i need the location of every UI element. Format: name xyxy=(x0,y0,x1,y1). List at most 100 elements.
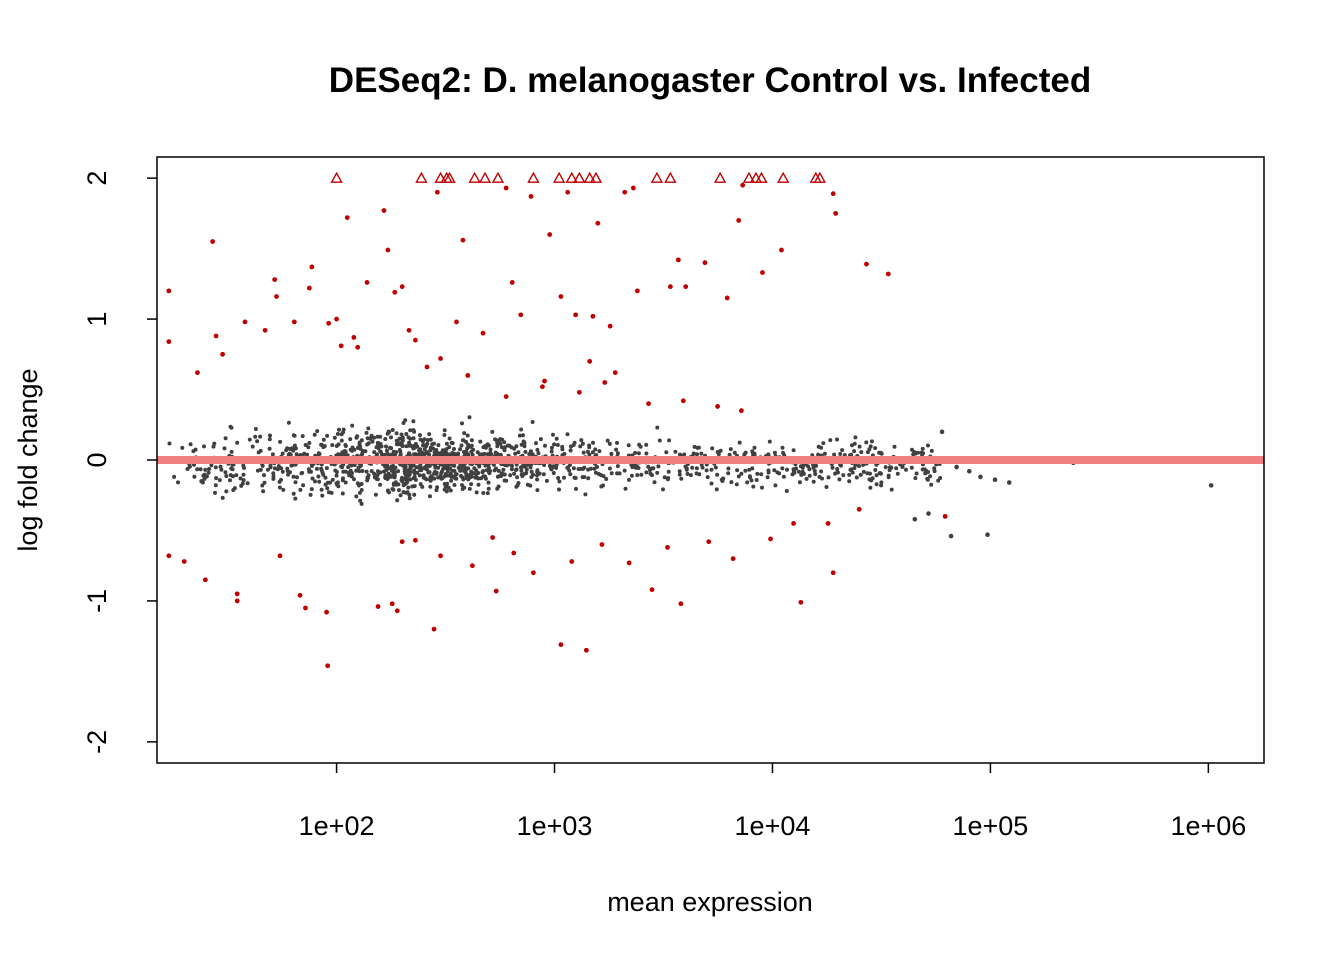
significant-point xyxy=(626,560,632,566)
significant-point xyxy=(438,553,443,559)
significant-point xyxy=(490,535,496,540)
significant-point xyxy=(768,536,773,542)
y-tick-label: 0 xyxy=(82,452,112,467)
nonsignificant-point xyxy=(912,516,918,522)
significant-point xyxy=(715,404,720,409)
significant-point xyxy=(399,284,405,290)
significant-point xyxy=(274,294,279,299)
significant-point xyxy=(291,319,297,325)
capped-significant-triangle xyxy=(813,171,827,183)
significant-point xyxy=(760,270,765,275)
significant-point xyxy=(375,604,381,609)
capped-significant-triangle xyxy=(589,171,603,183)
significant-point xyxy=(798,599,804,605)
significant-point xyxy=(565,189,571,195)
significant-point xyxy=(590,313,596,319)
significant-point xyxy=(399,539,405,545)
capped-significant-triangle xyxy=(415,171,428,183)
x-tick-label: 1e+03 xyxy=(517,811,593,841)
x-tick-label: 1e+05 xyxy=(952,811,1028,841)
significant-point xyxy=(181,559,187,564)
capped-significant-triangle xyxy=(468,171,481,183)
significant-point xyxy=(509,280,515,285)
nonsignificant-point xyxy=(978,474,983,480)
y-tick-label: 1 xyxy=(82,312,112,327)
y-axis-label: log fold change xyxy=(13,368,43,551)
capped-significant-triangle xyxy=(330,171,343,183)
significant-point xyxy=(277,553,283,559)
significant-point xyxy=(389,601,395,607)
significant-point xyxy=(385,247,391,253)
significant-point xyxy=(303,605,308,611)
significant-point xyxy=(213,333,219,339)
capped-significant-triangle xyxy=(650,171,664,183)
nonsignificant-point xyxy=(966,468,972,474)
capped-significant-triangle xyxy=(491,171,505,183)
x-tick-label: 1e+06 xyxy=(1170,811,1246,841)
significant-point xyxy=(338,343,344,349)
significant-point xyxy=(493,588,499,594)
significant-point xyxy=(540,384,545,390)
significant-point xyxy=(864,261,869,267)
significant-point xyxy=(702,260,708,266)
capped-significant-triangle xyxy=(713,171,727,183)
significant-point xyxy=(465,373,471,378)
significant-point xyxy=(791,521,796,526)
significant-point xyxy=(830,191,836,197)
chart-title: DESeq2: D. melanogaster Control vs. Infe… xyxy=(329,61,1091,100)
significant-point xyxy=(738,408,744,414)
significant-point xyxy=(413,337,418,343)
significant-point xyxy=(394,608,400,614)
significant-point xyxy=(569,559,575,564)
significant-point xyxy=(262,327,268,333)
significant-point xyxy=(587,358,593,364)
significant-point xyxy=(634,288,640,294)
significant-point xyxy=(454,319,459,325)
significant-point xyxy=(202,577,208,583)
significant-point xyxy=(470,563,475,569)
significant-point xyxy=(324,609,329,615)
significant-point xyxy=(665,544,670,550)
significant-point xyxy=(599,542,605,547)
significant-point xyxy=(547,232,553,237)
capped-significant-triangle xyxy=(552,171,566,183)
nonsignificant-point xyxy=(1208,483,1214,488)
significant-point xyxy=(381,208,387,213)
significant-point xyxy=(234,598,240,604)
significant-point xyxy=(607,323,613,329)
nonsignificant-point xyxy=(992,477,998,483)
points-layer xyxy=(167,415,1214,539)
capped-significant-triangle xyxy=(573,171,586,183)
significant-point xyxy=(392,289,398,295)
significant-point xyxy=(326,320,332,326)
nonsignificant-point xyxy=(954,464,959,470)
significant-point xyxy=(434,189,440,195)
significant-point xyxy=(675,257,681,263)
significant-point xyxy=(272,277,278,283)
x-tick-label: 1e+02 xyxy=(299,811,375,841)
significant-point xyxy=(424,364,430,370)
x-axis-label: mean expression xyxy=(607,887,813,917)
significant-point xyxy=(195,370,200,376)
nonsignificant-point xyxy=(926,511,931,516)
capped-significant-triangle xyxy=(742,171,756,183)
significant-point xyxy=(413,537,418,543)
significant-point xyxy=(833,210,839,216)
significant-point xyxy=(166,339,172,345)
significant-point xyxy=(220,351,226,357)
significant-point xyxy=(706,539,712,545)
nonsignificant-point xyxy=(948,533,954,539)
significant-point xyxy=(583,647,589,653)
significant-point xyxy=(480,330,486,336)
significant-point xyxy=(309,264,315,270)
significant-point xyxy=(344,215,350,221)
significant-point xyxy=(622,189,628,195)
significant-point xyxy=(355,344,361,350)
significant-point xyxy=(885,271,891,277)
significant-point xyxy=(460,237,466,243)
capped-significant-triangle xyxy=(443,171,456,183)
significant-point xyxy=(730,556,736,562)
nonsignificant-point-cloud xyxy=(167,415,944,506)
significant-point xyxy=(558,294,564,299)
significant-point xyxy=(242,319,248,325)
